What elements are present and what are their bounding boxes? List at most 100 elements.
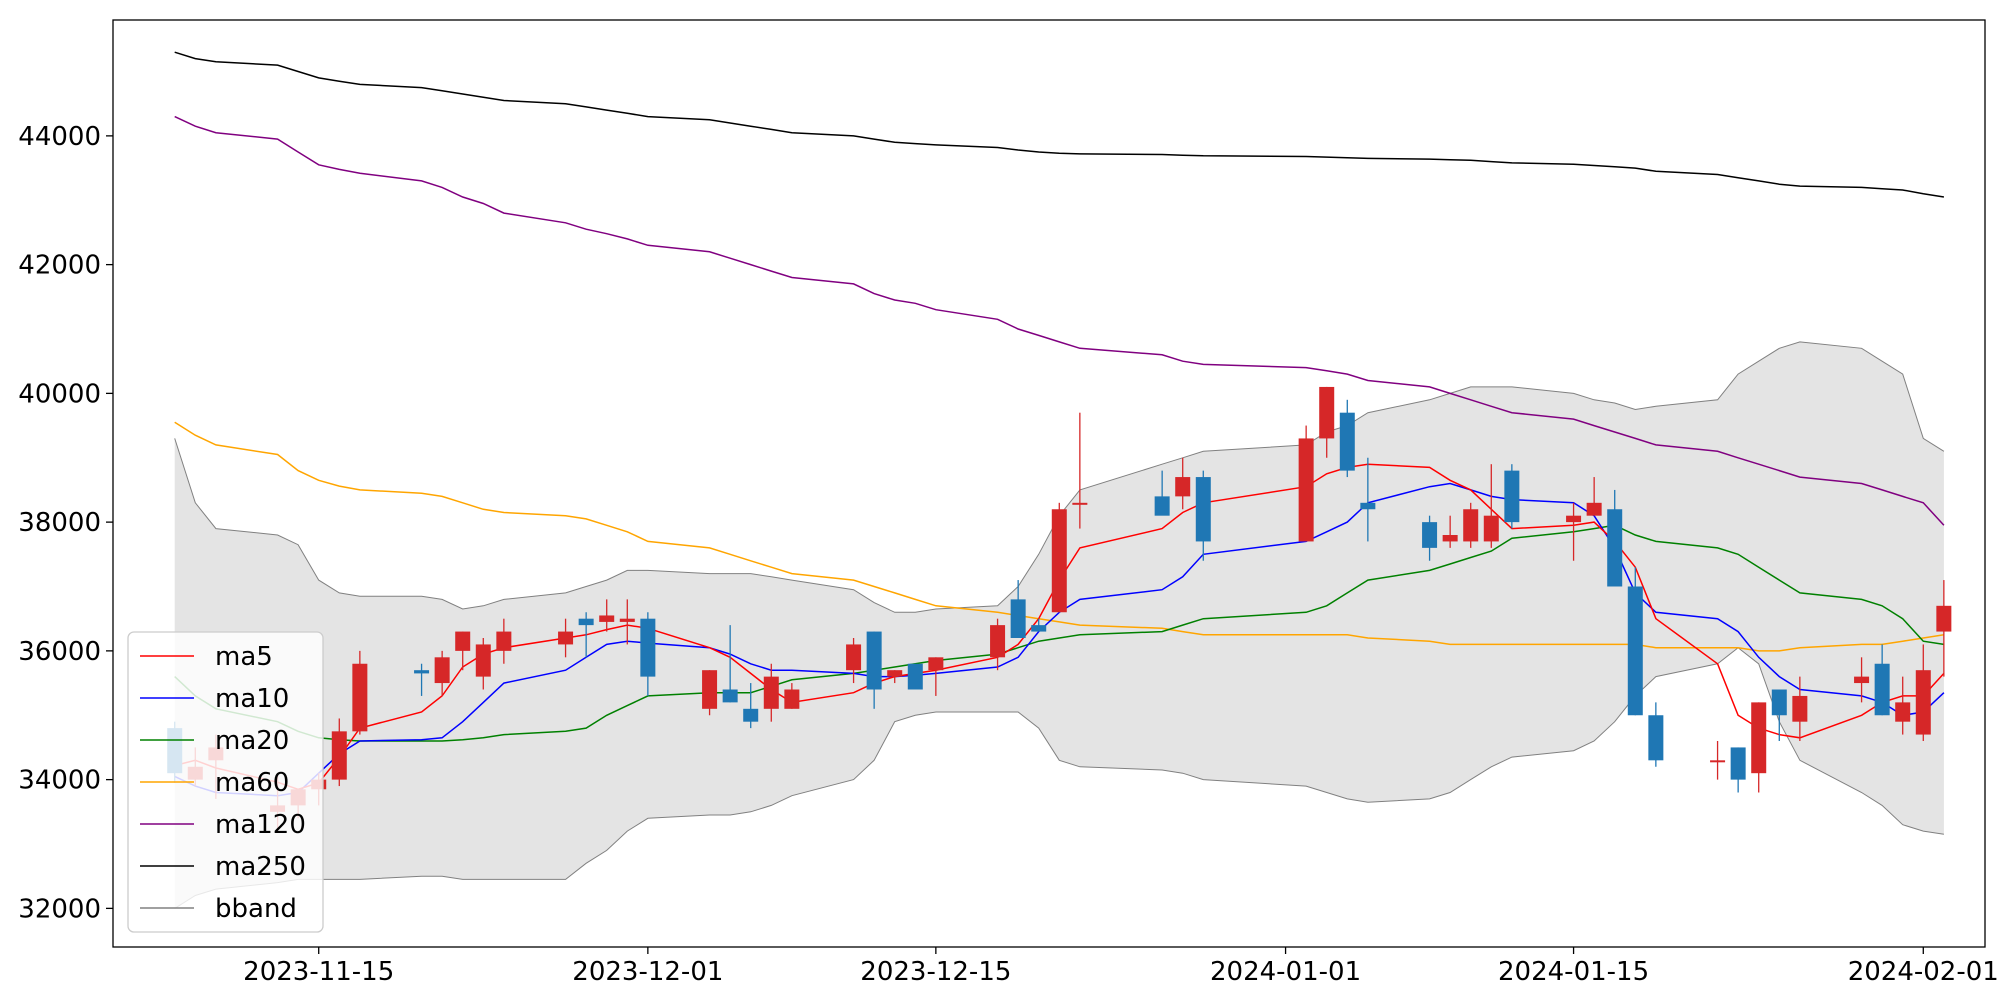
candle: [1483, 464, 1499, 548]
x-tick-label: 2024-01-15: [1498, 957, 1649, 987]
candle-body: [702, 670, 718, 709]
candle-body: [496, 631, 512, 651]
candle: [352, 650, 368, 735]
candle: [496, 618, 512, 664]
candle-body: [1566, 515, 1582, 523]
legend-label-ma60: ma60: [215, 768, 289, 798]
candle-body: [1298, 438, 1314, 542]
candle: [578, 612, 594, 658]
candle-body: [434, 657, 450, 684]
candle-body: [352, 663, 368, 732]
candle: [722, 625, 738, 703]
candle: [1915, 644, 1931, 741]
y-tick-label: 44000: [18, 122, 101, 152]
candle: [1051, 502, 1067, 613]
candle-body: [1175, 477, 1191, 497]
candle: [599, 599, 615, 632]
candle: [640, 612, 656, 696]
candle-body: [1463, 509, 1479, 542]
y-tick-label: 40000: [18, 379, 101, 409]
candle: [1607, 489, 1623, 587]
candle-body: [1339, 412, 1355, 471]
candle-body: [1072, 502, 1088, 505]
candle-body: [1915, 670, 1931, 735]
candle: [887, 670, 903, 684]
candle: [784, 683, 800, 709]
candle: [1195, 470, 1211, 561]
candle-body: [1627, 586, 1643, 716]
y-tick-label: 42000: [18, 251, 101, 281]
candle: [558, 618, 574, 658]
candle-body: [846, 644, 862, 671]
ma120-line: [174, 115, 1945, 526]
candle: [434, 650, 450, 696]
candle-body: [743, 708, 759, 722]
x-axis: 2023-11-15 2023-12-01 2023-12-15 2024-01-01…: [243, 947, 1999, 987]
candle: [1504, 464, 1520, 529]
x-tick-label: 2024-01-01: [1210, 957, 1361, 987]
candle-body: [455, 631, 471, 651]
candle-body: [763, 676, 779, 709]
candle-body: [1504, 470, 1520, 523]
candle: [1463, 502, 1479, 548]
candle: [414, 663, 430, 696]
candle-body: [928, 657, 944, 671]
y-tick-label: 32000: [18, 894, 101, 924]
candle: [1730, 747, 1746, 793]
candle: [1710, 741, 1726, 780]
candle-body: [1051, 509, 1067, 613]
candle-body: [558, 631, 574, 645]
candle: [1771, 689, 1787, 741]
candle: [619, 599, 635, 645]
candle-body: [866, 631, 882, 690]
plot-frame: [112, 19, 1986, 948]
candle: [1031, 618, 1047, 632]
y-tick-label: 38000: [18, 508, 101, 538]
candle: [475, 638, 491, 690]
candle-body: [1792, 695, 1808, 722]
candle: [1874, 644, 1890, 716]
x-tick-label: 2024-02-01: [1848, 957, 1999, 987]
candle-body: [1730, 747, 1746, 780]
legend-label-ma20: ma20: [215, 726, 289, 756]
ma5-line: [174, 463, 1945, 791]
candle: [1175, 457, 1191, 510]
candle: [702, 670, 718, 716]
candle: [1936, 580, 1952, 677]
candle-body: [1154, 496, 1170, 516]
candle-body: [1710, 760, 1726, 763]
candle-body: [475, 644, 491, 677]
candle: [1154, 470, 1170, 516]
candle-body: [990, 625, 1006, 658]
candle: [907, 663, 923, 690]
legend-label-ma250: ma250: [215, 852, 306, 882]
candle-body: [1442, 535, 1458, 542]
candle-body: [331, 731, 347, 780]
candle: [1792, 676, 1808, 741]
y-tick-label: 34000: [18, 766, 101, 796]
candle-body: [640, 618, 656, 677]
candle: [1339, 399, 1355, 478]
candle-body: [1483, 515, 1499, 542]
candle-body: [722, 689, 738, 703]
bband-lower-line: [174, 647, 1944, 909]
candle: [1895, 676, 1911, 735]
y-tick-label: 36000: [18, 637, 101, 667]
candle: [743, 683, 759, 729]
legend-label-ma120: ma120: [215, 810, 306, 840]
legend-label-ma5: ma5: [215, 642, 273, 672]
legend: ma5 ma10 ma20 ma60 ma120 ma250 bband: [127, 631, 324, 933]
candle: [1854, 657, 1870, 703]
moving-average-layer: [174, 51, 1945, 797]
candle-body: [578, 618, 594, 626]
candle: [1072, 412, 1088, 529]
bband-fill: [174, 341, 1944, 909]
candle-body: [1360, 502, 1376, 510]
candle-body: [414, 670, 430, 674]
candle: [1566, 502, 1582, 561]
ma60-line: [174, 421, 1945, 652]
candle-body: [1031, 625, 1047, 632]
candle-body: [1771, 689, 1787, 716]
candle: [331, 718, 347, 787]
